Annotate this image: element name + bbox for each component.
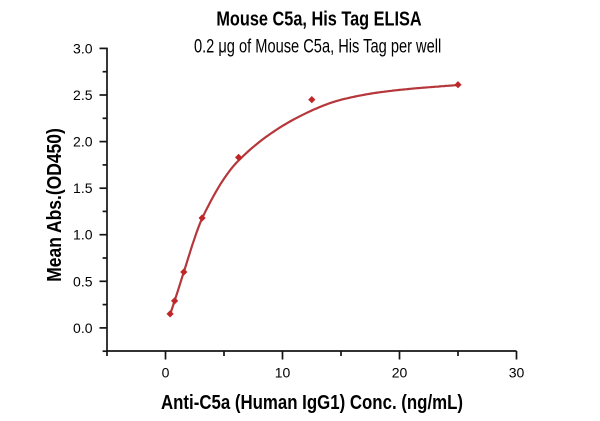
svg-text:0.5: 0.5 bbox=[73, 273, 93, 289]
svg-text:1.0: 1.0 bbox=[73, 227, 93, 243]
svg-text:1.5: 1.5 bbox=[73, 180, 93, 196]
svg-text:Anti-C5a (Human IgG1) Conc. (n: Anti-C5a (Human IgG1) Conc. (ng/mL) bbox=[161, 392, 463, 414]
svg-text:20: 20 bbox=[392, 365, 408, 381]
svg-text:3.0: 3.0 bbox=[73, 40, 93, 56]
svg-text:0.2 μg of Mouse C5a, His Tag p: 0.2 μg of Mouse C5a, His Tag per well bbox=[194, 36, 441, 57]
svg-text:0: 0 bbox=[162, 365, 170, 381]
svg-text:2.0: 2.0 bbox=[73, 134, 93, 150]
svg-text:Mouse C5a, His Tag ELISA: Mouse C5a, His Tag ELISA bbox=[216, 9, 421, 31]
svg-text:Mean Abs.(OD450): Mean Abs.(OD450) bbox=[44, 128, 66, 282]
svg-text:10: 10 bbox=[275, 365, 291, 381]
svg-text:30: 30 bbox=[509, 365, 525, 381]
svg-text:2.5: 2.5 bbox=[73, 87, 93, 103]
svg-text:0.0: 0.0 bbox=[73, 320, 93, 336]
